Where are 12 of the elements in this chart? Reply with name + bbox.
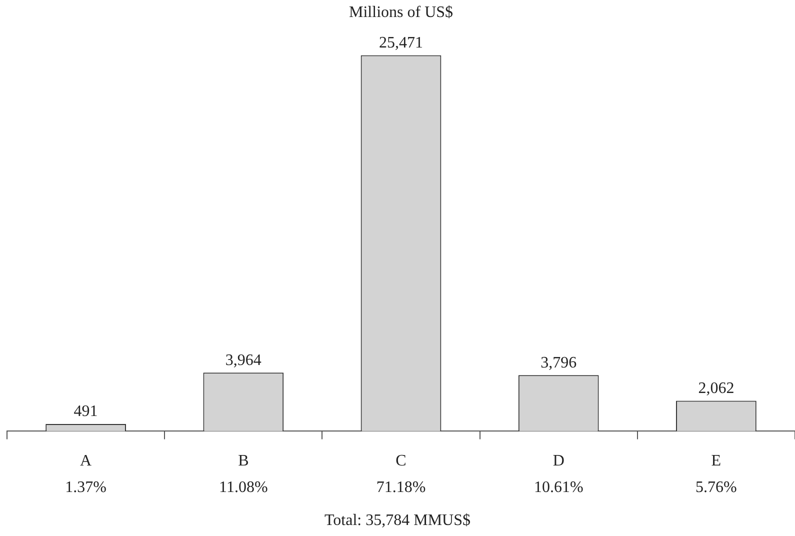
x-tick-label: A 1.37% <box>65 452 106 496</box>
data-label: 3,796 <box>540 354 577 372</box>
x-tick-label: D 10.61% <box>534 452 584 496</box>
data-label: 25,471 <box>379 34 423 52</box>
data-label: 2,062 <box>698 380 734 397</box>
x-tick-label: C 71.18% <box>376 452 426 496</box>
chart-title: Millions of US$ <box>348 4 454 21</box>
text: Total: 35,784 MMUS$ <box>324 512 470 530</box>
x-tick-label: E 5.76% <box>696 452 737 496</box>
data-label: 491 <box>74 403 98 420</box>
x-tick-label: B 11.08% <box>219 452 268 496</box>
data-label: 3,964 <box>225 352 262 369</box>
